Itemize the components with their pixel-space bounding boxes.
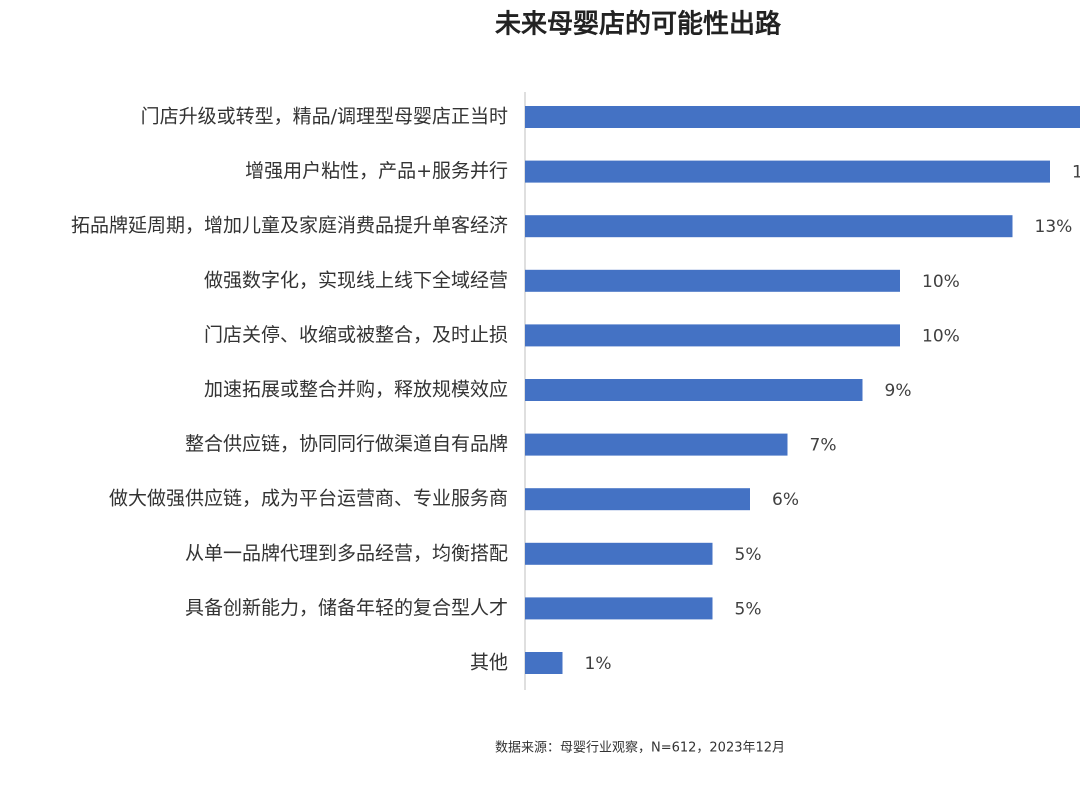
category-label: 做大做强供应链，成为平台运营商、专业服务商: [109, 488, 508, 510]
category-label: 增强用户粘性，产品+服务并行: [245, 160, 508, 182]
bar: [525, 488, 750, 511]
data-label: 14%: [1072, 163, 1080, 183]
category-label: 拓品牌延周期，增加儿童及家庭消费品提升单客经济: [71, 215, 508, 237]
bar: [525, 160, 1050, 183]
bar: [525, 597, 713, 620]
bar: [525, 324, 900, 347]
bar: [525, 433, 788, 456]
bar: [525, 379, 863, 401]
category-label: 门店升级或转型，精品/调理型母婴店正当时: [141, 106, 508, 128]
bar: [525, 542, 713, 565]
data-label: 6%: [772, 490, 799, 510]
chart-title: 未来母婴店的可能性出路: [495, 9, 782, 40]
source-note: 数据来源：母婴行业观察，N=612，2023年12月: [495, 741, 785, 756]
category-label: 做强数字化，实现线上线下全域经营: [204, 269, 508, 291]
data-label: 13%: [1035, 217, 1073, 237]
bar: [525, 106, 1080, 128]
data-label: 1%: [585, 654, 612, 674]
data-label: 7%: [810, 436, 837, 456]
bar: [525, 269, 900, 292]
data-label: 10%: [922, 326, 960, 346]
data-label: 5%: [735, 545, 762, 565]
category-label: 整合供应链，协同同行做渠道自有品牌: [185, 433, 508, 455]
category-label: 门店关停、收缩或被整合，及时止损: [204, 324, 508, 346]
data-label: 10%: [922, 272, 960, 292]
category-label: 从单一品牌代理到多品经营，均衡搭配: [185, 542, 508, 564]
category-label: 其他: [470, 652, 508, 674]
data-label: 9%: [885, 381, 912, 401]
bar: [525, 652, 563, 674]
data-label: 5%: [735, 599, 762, 619]
bar: [525, 215, 1013, 238]
category-label: 加速拓展或整合并购，释放规模效应: [204, 379, 508, 401]
category-label: 具备创新能力，储备年轻的复合型人才: [185, 597, 508, 619]
